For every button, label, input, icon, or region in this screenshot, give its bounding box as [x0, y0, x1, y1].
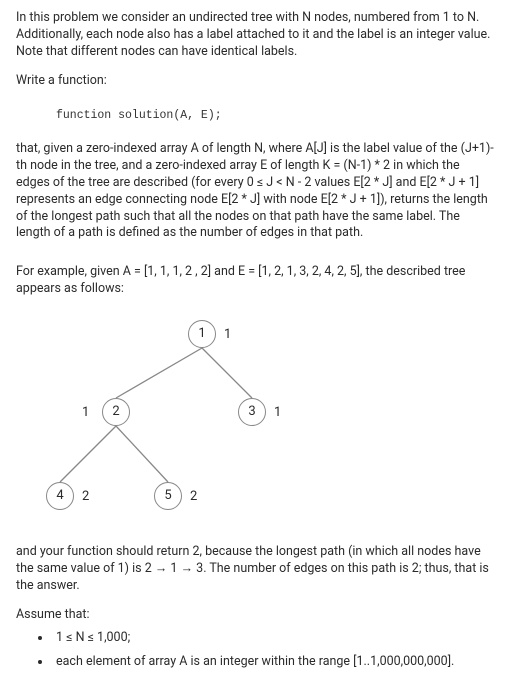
tree-node-label: 1 [82, 404, 89, 422]
assume-item: 1 ≤ N ≤ 1,000; [52, 630, 494, 647]
paragraph-example: For example, given A = [1, 1, 1, 2 , 2] … [16, 264, 494, 298]
tree-edge [116, 426, 168, 482]
tree-diagram: 1121314252 [16, 310, 494, 540]
tree-edge [202, 348, 252, 398]
tree-node: 5 [154, 482, 182, 510]
tree-node-label: 1 [224, 326, 231, 344]
paragraph-result: and your function should return 2, becau… [16, 544, 494, 595]
tree-node-label: 1 [274, 404, 281, 422]
tree-edge [116, 348, 202, 398]
paragraph-spec: that, given a zero-indexed array A of le… [16, 141, 494, 242]
tree-edge [60, 426, 116, 482]
code-signature: function solution(A, E); [56, 108, 494, 124]
tree-node: 2 [102, 398, 130, 426]
paragraph-assume: Assume that: [16, 607, 494, 624]
tree-node-label: 2 [190, 488, 197, 506]
assume-item: each element of array A is an integer wi… [52, 654, 494, 671]
tree-node: 1 [188, 320, 216, 348]
tree-node: 4 [46, 482, 74, 510]
tree-node-label: 2 [82, 488, 89, 506]
paragraph-intro: In this problem we consider an undirecte… [16, 10, 494, 61]
paragraph-write: Write a function: [16, 73, 494, 90]
tree-node: 3 [238, 398, 266, 426]
assume-list: 1 ≤ N ≤ 1,000; each element of array A i… [16, 630, 494, 672]
